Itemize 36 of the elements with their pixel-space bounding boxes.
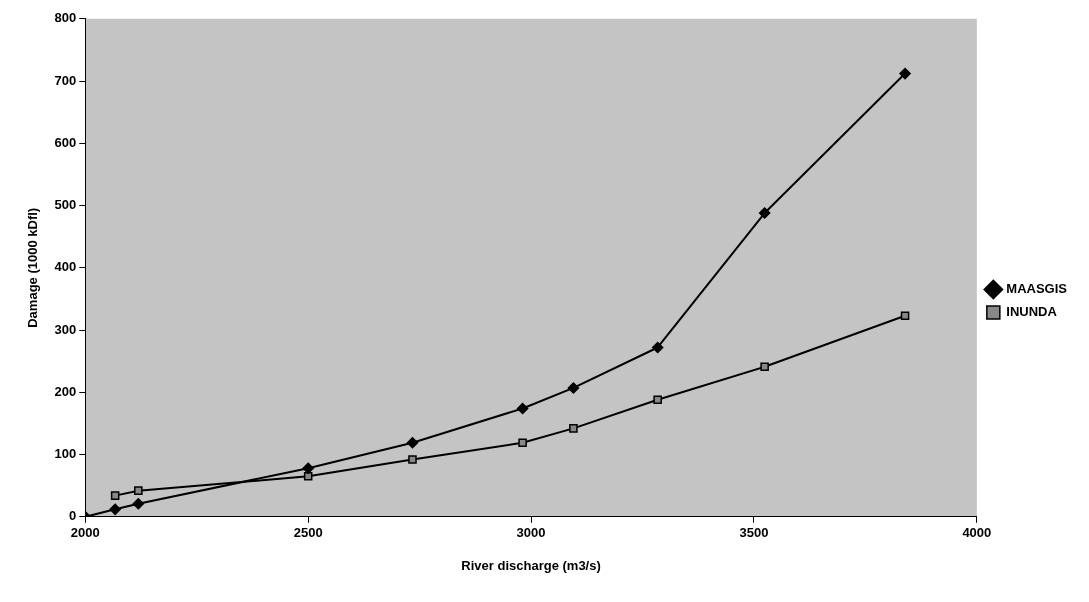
y-tick-label: 0 xyxy=(69,508,77,524)
x-tick-label: 3000 xyxy=(516,525,546,541)
point xyxy=(408,455,417,464)
point xyxy=(516,402,529,415)
point xyxy=(567,382,580,394)
point xyxy=(303,472,313,481)
x-tick-label: 4000 xyxy=(962,525,992,541)
legend-label: MAASGIS xyxy=(1006,281,1068,297)
y-tick-label: 200 xyxy=(54,383,77,399)
y-tick-label: 100 xyxy=(54,446,77,462)
y-tick-label: 600 xyxy=(54,134,77,150)
point xyxy=(651,341,664,354)
point xyxy=(302,462,314,474)
x-tick-label: 3500 xyxy=(739,525,769,541)
point xyxy=(132,497,145,510)
y-tick-label: 500 xyxy=(54,197,77,213)
y-tick-label: 700 xyxy=(54,72,77,88)
point xyxy=(406,436,419,449)
point xyxy=(758,207,771,219)
point xyxy=(653,395,662,405)
point xyxy=(518,438,527,448)
point xyxy=(569,424,578,433)
point xyxy=(134,486,143,495)
y-tick-label: 800 xyxy=(54,10,77,26)
y-tick-label: 400 xyxy=(54,259,77,275)
point xyxy=(899,67,911,80)
point xyxy=(900,311,910,321)
x-tick-label: 2500 xyxy=(293,525,323,541)
point xyxy=(110,491,120,500)
point xyxy=(760,362,769,372)
legend-label: INUNDA xyxy=(1006,304,1058,320)
x-tick-label: 2000 xyxy=(70,525,100,541)
y-tick-label: 300 xyxy=(54,321,77,337)
point xyxy=(109,503,121,516)
y-axis-title: Damage (1000 kDfl) xyxy=(25,207,41,328)
x-axis-title: River discharge (m3/s) xyxy=(461,557,601,573)
